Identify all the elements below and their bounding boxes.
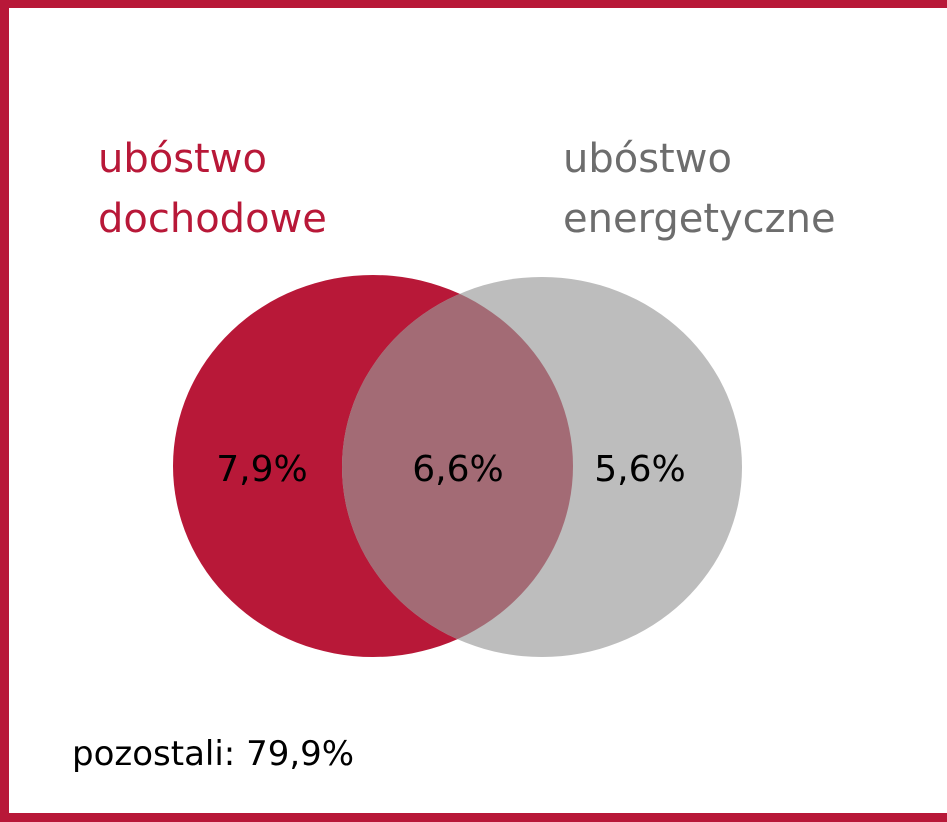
region-value: 5,6% bbox=[594, 449, 685, 490]
footer-note: pozostali: 79,9% bbox=[72, 734, 354, 774]
set-label: ubóstwo bbox=[563, 136, 732, 182]
set-label: ubóstwo bbox=[98, 136, 267, 182]
region-value: 7,9% bbox=[216, 449, 307, 490]
region-value: 6,6% bbox=[412, 449, 503, 490]
set-label: energetyczne bbox=[563, 196, 836, 242]
set-label: dochodowe bbox=[98, 196, 327, 242]
overlap-region bbox=[342, 277, 573, 657]
